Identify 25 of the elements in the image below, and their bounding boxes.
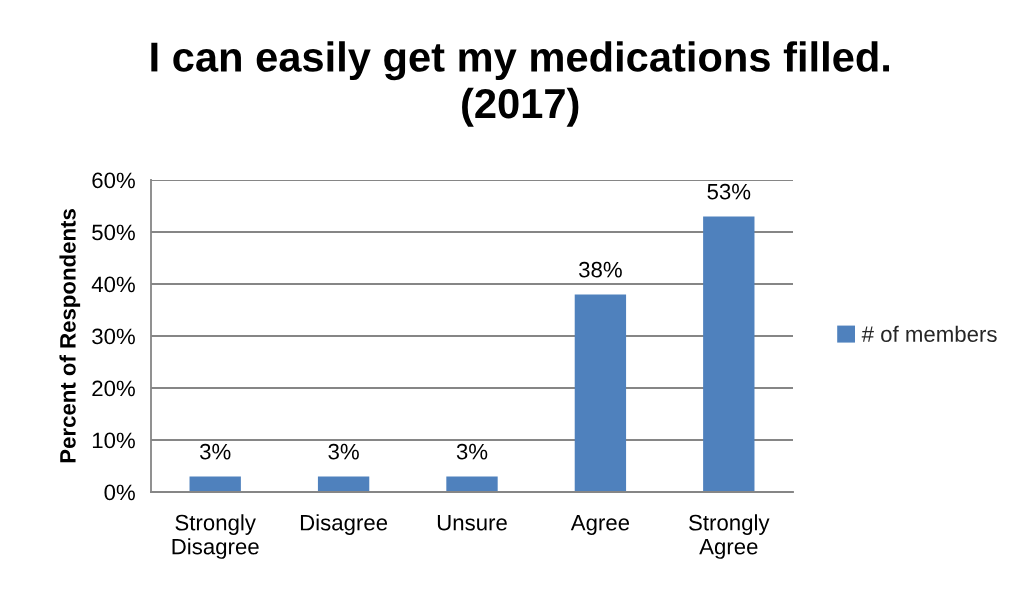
- x-tick-label: Strongly Agree: [689, 514, 770, 559]
- y-tick-label: 10%: [92, 432, 135, 449]
- bar: [446, 476, 498, 492]
- y-tick-label: 40%: [91, 276, 135, 293]
- bar: [317, 476, 370, 492]
- data-label: 38%: [579, 261, 622, 278]
- y-tick-label: 20%: [92, 380, 135, 397]
- y-tick-label: 50%: [92, 224, 135, 241]
- x-tick-label: Disagree: [300, 514, 388, 535]
- bar: [574, 294, 627, 492]
- data-label: 3%: [456, 443, 488, 460]
- y-tick-label: 30%: [92, 328, 135, 345]
- chart-title: I can easily get my medications filled. (2017): [151, 41, 890, 127]
- data-label: 3%: [328, 443, 359, 460]
- y-tick-label: 60%: [92, 172, 135, 189]
- x-tick-label: Agree: [570, 515, 630, 535]
- x-tick-label: Unsure: [437, 515, 507, 531]
- bar: [703, 216, 755, 492]
- bar: [189, 476, 241, 492]
- legend-label: # of members: [861, 325, 997, 343]
- data-label: 53%: [707, 183, 751, 200]
- y-axis-title: Percent of Respondents: [59, 209, 81, 463]
- x-tick-label: Strongly Disagree: [172, 514, 259, 559]
- data-label: 3%: [199, 443, 231, 460]
- y-tick-label: 0%: [104, 484, 135, 501]
